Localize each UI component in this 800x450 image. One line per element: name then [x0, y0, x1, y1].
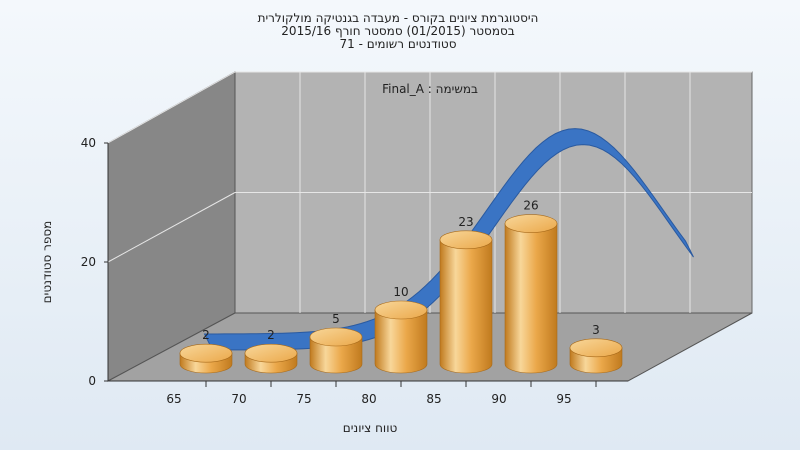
bar-top [244, 343, 298, 363]
x-axis-title: טווח ציונים [343, 421, 398, 435]
task-label: במשימה : Final_A [382, 82, 478, 96]
bar-value-label: 2 [202, 328, 210, 342]
x-tick-label: 90 [491, 392, 506, 406]
x-tick-label: 70 [231, 392, 246, 406]
bar-top [374, 300, 428, 320]
y-tick-label: 20 [81, 255, 96, 269]
bar-top [569, 338, 623, 358]
x-tick-label: 95 [556, 392, 571, 406]
x-tick-label: 65 [166, 392, 181, 406]
chart-title-line-2: בסמסטר (01/2015) סמסטר חורף 2015/16 [281, 24, 514, 38]
bar-top [179, 343, 233, 363]
bar-value-label: 3 [592, 323, 600, 337]
y-axis-title: מספר סטודנטים [40, 221, 54, 304]
bar-body [439, 239, 493, 374]
chart-title-line-1: היסטוגרמת ציונים בקורס - מעבדה בגנטיקה מ… [258, 11, 539, 25]
bar-top [309, 327, 363, 347]
bar-body [504, 223, 558, 374]
y-gridline [107, 192, 236, 263]
bar-body [309, 336, 363, 374]
bar-value-label: 26 [523, 199, 538, 213]
bar-value-label: 23 [458, 215, 473, 229]
bar-value-label: 2 [267, 328, 275, 342]
bar-top [439, 230, 493, 250]
bar-value-label: 10 [393, 285, 408, 299]
y-gridline [107, 71, 236, 144]
x-tick-label: 80 [361, 392, 376, 406]
x-tick-label: 75 [296, 392, 311, 406]
y-tick-label: 0 [88, 374, 96, 388]
chart-title-line-3: סטודנטים רשומים - 71 [339, 37, 456, 51]
bar-top [504, 214, 558, 233]
y-tick-label: 40 [81, 136, 96, 150]
fitted-curve [203, 128, 694, 351]
x-tick-label: 85 [426, 392, 441, 406]
bar-body [374, 309, 428, 374]
bar-value-label: 5 [332, 312, 340, 326]
